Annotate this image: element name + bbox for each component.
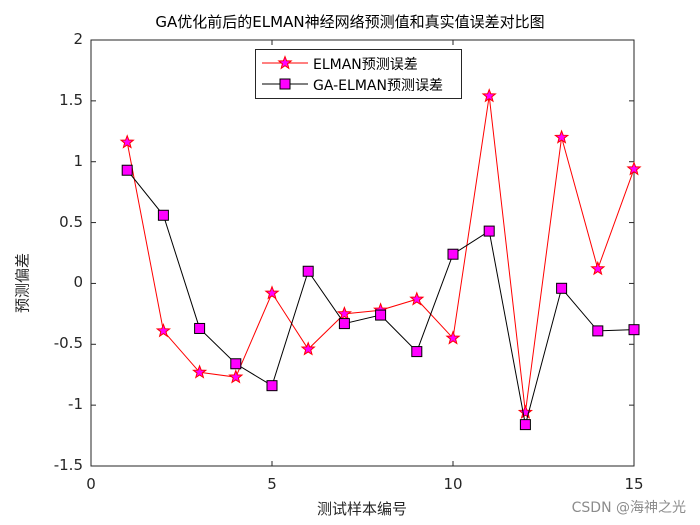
square-marker-icon: [411, 346, 423, 358]
star-marker-icon: [590, 260, 606, 276]
star-marker-icon: [626, 161, 642, 176]
series-line: [126, 169, 635, 425]
legend-item-elman: ELMAN预测误差: [256, 53, 461, 73]
star-marker-icon: [228, 369, 244, 384]
star-marker-icon: [264, 285, 280, 300]
star-marker-icon: [300, 341, 316, 356]
star-marker-icon: [262, 55, 308, 70]
star-marker-icon: [409, 291, 425, 306]
y-axis-label: 预测偏差: [13, 252, 32, 314]
star-marker-icon: [192, 364, 208, 379]
tick-label: 1.5: [59, 90, 83, 109]
square-marker-icon: [266, 380, 278, 392]
square-marker-icon: [628, 324, 640, 336]
tick-label: -1.5: [53, 456, 83, 474]
tick-label: -0.5: [53, 334, 83, 353]
legend-label: GA-ELMAN预测误差: [313, 78, 443, 94]
star-marker-icon: [554, 129, 570, 144]
watermark: CSDN @海神之光: [571, 500, 686, 516]
legend: ELMAN预测误差 GA-ELMAN预测误差: [255, 49, 462, 99]
star-marker-icon: [481, 88, 497, 103]
square-marker-icon: [519, 419, 531, 431]
square-marker-icon: [556, 282, 568, 294]
square-marker-icon: [262, 78, 308, 90]
tick-label: 15: [624, 475, 644, 493]
tick-label: 1: [73, 151, 83, 170]
tick-label: 0.5: [59, 212, 83, 231]
legend-label: ELMAN预测误差: [313, 57, 418, 73]
legend-item-ga-elman: GA-ELMAN预测误差: [256, 74, 461, 94]
square-marker-icon: [230, 358, 242, 370]
tick-label: 2: [73, 30, 83, 48]
tick-label: 0: [86, 475, 96, 493]
series-line: [126, 95, 635, 413]
square-marker-icon: [375, 309, 387, 321]
tick-label: 0: [73, 273, 83, 292]
star-marker-icon: [336, 305, 352, 321]
square-marker-icon: [121, 164, 133, 176]
axes-box: [90, 39, 635, 467]
x-axis-label: 测试样本编号: [316, 500, 408, 518]
tick-label: 5: [267, 475, 277, 493]
star-marker-icon: [445, 330, 461, 345]
star-marker-icon: [155, 322, 171, 338]
square-marker-icon: [338, 318, 350, 330]
square-marker-icon: [157, 209, 169, 221]
square-marker-icon: [592, 325, 604, 337]
square-marker-icon: [447, 248, 459, 260]
square-marker-icon: [194, 322, 206, 334]
square-marker-icon: [302, 265, 314, 277]
tick-label: -1: [68, 395, 83, 414]
star-marker-icon: [517, 404, 533, 419]
square-marker-icon: [483, 225, 495, 237]
star-marker-icon: [119, 134, 135, 149]
chart-title: GA优化前后的ELMAN神经网络预测值和真实值误差对比图: [155, 13, 545, 31]
tick-label: 10: [443, 475, 463, 493]
